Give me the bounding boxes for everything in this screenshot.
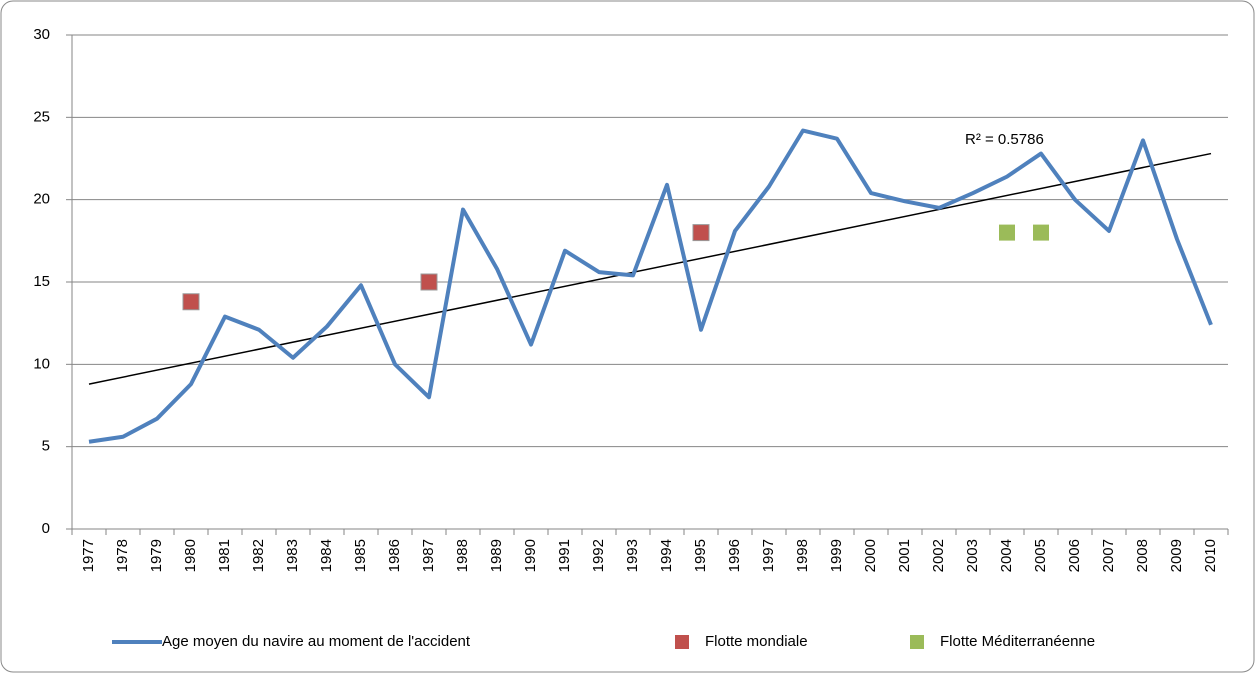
x-tick-label: 1986 <box>386 539 403 572</box>
trendline-label: R² = 0.5786 <box>965 131 1044 148</box>
x-tick-label: 1989 <box>488 539 505 572</box>
legend-swatch <box>675 635 689 649</box>
legend-swatch <box>910 635 924 649</box>
x-tick-label: 2006 <box>1066 539 1083 572</box>
x-tick-label: 2002 <box>930 539 947 572</box>
x-tick-label: 1981 <box>216 539 233 572</box>
x-tick-label: 1999 <box>828 539 845 572</box>
x-tick-label: 2010 <box>1202 539 1219 572</box>
y-tick-label: 15 <box>33 273 50 290</box>
legend-label: Age moyen du navire au moment de l'accid… <box>162 633 471 650</box>
x-tick-label: 2005 <box>1032 539 1049 572</box>
x-tick-label: 1988 <box>454 539 471 572</box>
x-tick-label: 2000 <box>862 539 879 572</box>
y-tick-label: 25 <box>33 108 50 125</box>
x-tick-label: 2009 <box>1168 539 1185 572</box>
x-tick-label: 1985 <box>352 539 369 572</box>
data-point <box>999 224 1015 241</box>
x-tick-label: 2001 <box>896 539 913 572</box>
x-tick-label: 1979 <box>148 539 165 572</box>
x-tick-label: 2008 <box>1134 539 1151 572</box>
x-tick-label: 1980 <box>182 539 199 572</box>
x-tick-label: 1992 <box>590 539 607 572</box>
data-line <box>88 128 1213 444</box>
y-tick-label: 30 <box>33 26 50 43</box>
data-point <box>692 224 710 242</box>
x-tick-label: 1977 <box>80 539 97 572</box>
x-tick-label: 1993 <box>624 539 641 572</box>
x-tick-label: 1982 <box>250 539 267 572</box>
x-tick-label: 1978 <box>114 539 131 572</box>
x-tick-label: 1997 <box>760 539 777 572</box>
x-tick-label: 1987 <box>420 539 437 572</box>
x-tick-label: 1983 <box>284 539 301 572</box>
y-tick-label: 0 <box>42 520 50 537</box>
x-tick-label: 2003 <box>964 539 981 572</box>
x-tick-label: 1990 <box>522 539 539 572</box>
data-point <box>420 273 438 291</box>
y-tick-label: 10 <box>33 355 50 372</box>
x-tick-label: 1995 <box>692 539 709 572</box>
x-tick-label: 1991 <box>556 539 573 572</box>
x-tick-label: 2004 <box>998 539 1015 572</box>
legend-label: Flotte Méditerranéenne <box>940 633 1095 650</box>
y-tick-label: 20 <box>33 191 50 208</box>
x-tick-label: 1998 <box>794 539 811 572</box>
x-tick-label: 1984 <box>318 539 335 572</box>
x-tick-label: 1996 <box>726 539 743 572</box>
data-point <box>182 293 200 311</box>
data-point <box>1033 224 1049 241</box>
x-tick-label: 1994 <box>658 539 675 572</box>
legend-label: Flotte mondiale <box>705 633 808 650</box>
y-tick-label: 5 <box>42 438 50 455</box>
x-tick-label: 2007 <box>1100 539 1117 572</box>
